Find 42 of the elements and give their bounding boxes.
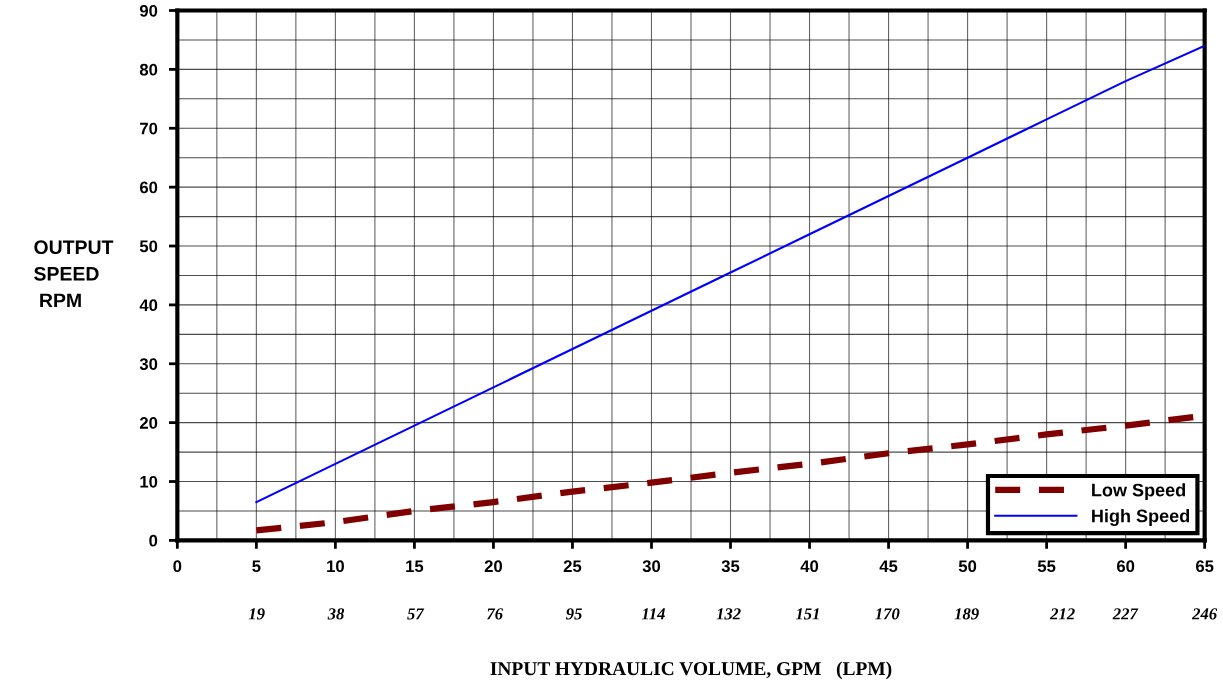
y-tick-label: 50: [139, 240, 158, 253]
x2-tick-label: 227: [1112, 608, 1139, 620]
y-tick-label: 60: [139, 181, 158, 194]
x-tick-label: 50: [958, 560, 977, 573]
x2-tick-label: 170: [875, 608, 900, 620]
x-tick-label: 25: [563, 560, 582, 573]
y-tick-label: 30: [139, 358, 158, 370]
x2-tick-label: 19: [248, 608, 265, 620]
x-tick-label: 45: [879, 560, 898, 573]
x-tick-label: 5: [252, 560, 261, 573]
y-tick-label: 20: [139, 417, 158, 429]
line-series: [255, 44, 1205, 504]
x2-tick-label: 132: [716, 608, 741, 620]
x2-tick-label: 246: [1191, 608, 1218, 620]
legend-label: Low Speed: [1092, 483, 1186, 501]
x-axis-title: INPUT HYDRAULIC VOLUME, GPM (LPM): [490, 661, 892, 680]
x2-tick-label: 76: [487, 608, 504, 620]
x2-tick-label: 38: [327, 608, 345, 620]
x-tick-label: 65: [1196, 560, 1214, 573]
x-tick-label: 10: [327, 560, 344, 573]
y-tick-label: 70: [140, 122, 158, 135]
x-tick-label: 15: [406, 560, 424, 573]
y-tick-label: 80: [139, 63, 158, 76]
y-tick-label: 40: [139, 299, 158, 312]
x-tick-label: 20: [484, 560, 503, 573]
x2-tick-label: 189: [954, 608, 979, 620]
x-tick-label: 30: [642, 560, 661, 573]
x2-tick-label: 95: [565, 608, 582, 620]
x2-tick-label: 151: [795, 608, 819, 620]
x2-tick-label: 212: [1049, 608, 1075, 620]
legend-label: High Speed: [1092, 509, 1190, 526]
x-tick-label: 55: [1037, 560, 1056, 573]
y-tick-label: 90: [139, 4, 158, 17]
y-tick-label: 10: [140, 475, 158, 488]
x-tick-label: 35: [721, 560, 740, 573]
x-tick-label: 40: [800, 560, 819, 573]
x2-tick-label: 57: [407, 608, 425, 620]
x-tick-label: 60: [1116, 560, 1135, 573]
y-axis-title: OUTPUT SPEED RPM: [34, 240, 114, 308]
y-tick-label: 0: [149, 534, 158, 547]
x2-tick-label: 114: [641, 608, 665, 620]
x-tick-label: 0: [173, 560, 182, 573]
